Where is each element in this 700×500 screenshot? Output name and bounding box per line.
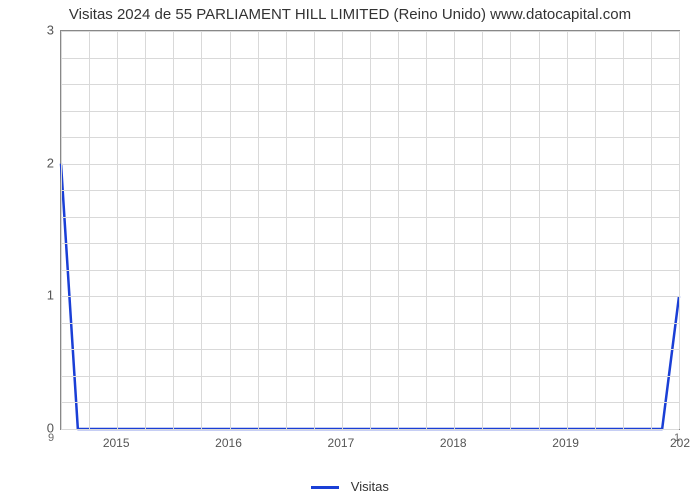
- corner-label-bottom-right: 1: [674, 432, 680, 444]
- y-tick-label: 2: [24, 155, 54, 170]
- x-tick-label: 2017: [328, 436, 355, 450]
- legend-swatch: [311, 486, 339, 489]
- y-tick-label: 3: [24, 23, 54, 38]
- x-tick-label: 2015: [103, 436, 130, 450]
- x-tick-label: 2018: [440, 436, 467, 450]
- corner-label-bottom-left: 9: [48, 432, 54, 444]
- legend: Visitas: [0, 479, 700, 494]
- chart-title: Visitas 2024 de 55 PARLIAMENT HILL LIMIT…: [0, 6, 700, 23]
- x-tick-label: 2016: [215, 436, 242, 450]
- x-tick-label: 2019: [552, 436, 579, 450]
- legend-label: Visitas: [351, 479, 389, 494]
- y-tick-label: 1: [24, 288, 54, 303]
- chart-container: Visitas 2024 de 55 PARLIAMENT HILL LIMIT…: [0, 0, 700, 500]
- plot-area: [60, 30, 680, 430]
